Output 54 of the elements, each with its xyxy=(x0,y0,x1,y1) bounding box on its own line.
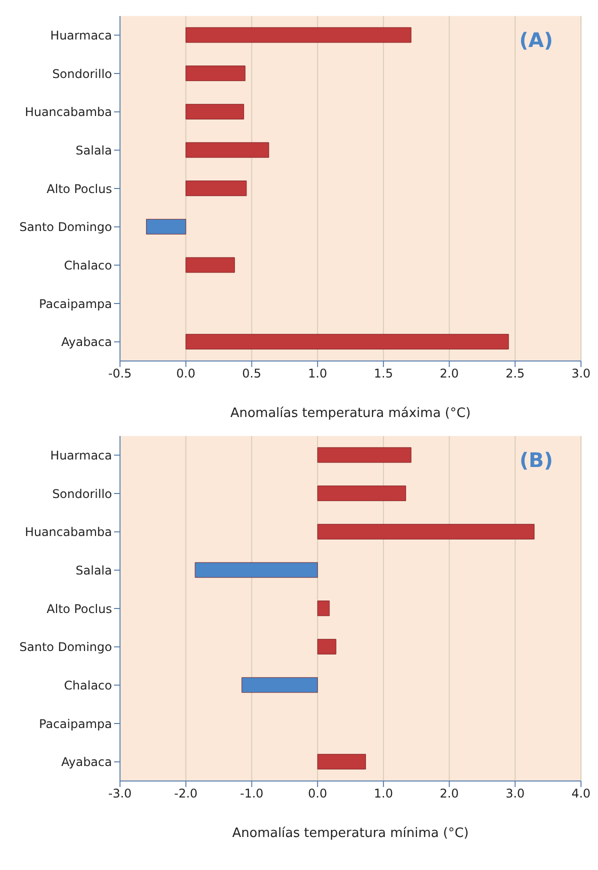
y-tick-label: Santo Domingo xyxy=(19,640,112,654)
bar xyxy=(194,562,318,578)
x-axis-title: Anomalías temperatura mínima (°C) xyxy=(232,826,469,842)
x-tick-label: 0.0 xyxy=(176,366,196,381)
y-tick-label: Alto Poclus xyxy=(46,602,112,616)
y-tick-label: Huarmaca xyxy=(50,28,112,42)
x-tick-label: 2.5 xyxy=(506,366,525,381)
x-tick-label: 2.0 xyxy=(440,366,459,381)
x-tick-label: 1.5 xyxy=(374,366,393,381)
annotation: (B) xyxy=(519,448,553,472)
bar xyxy=(317,638,336,654)
x-tick-label: 1.0 xyxy=(308,366,328,381)
y-tick-label: Salala xyxy=(76,143,112,158)
x-tick-label: -0.5 xyxy=(108,366,132,381)
x-tick-label: -1.0 xyxy=(240,786,264,801)
x-tick-label: 0.0 xyxy=(308,786,328,801)
bar xyxy=(242,677,318,693)
x-axis-title: Anomalías temperatura máxima (°C) xyxy=(230,406,471,422)
x-tick-label: 3.0 xyxy=(506,786,525,801)
bar xyxy=(317,524,534,540)
bar xyxy=(186,142,270,158)
bar xyxy=(186,27,412,43)
bar xyxy=(186,104,244,120)
y-tick-label: Huancabamba xyxy=(24,105,112,120)
x-tick-label: 2.0 xyxy=(440,786,459,801)
bar xyxy=(146,218,186,234)
x-tick-label: 3.0 xyxy=(571,366,591,381)
y-tick-label: Alto Poclus xyxy=(46,182,112,196)
annotation: (A) xyxy=(519,28,553,52)
y-tick-label: Pacaipampa xyxy=(39,296,112,311)
y-tick-label: Huancabamba xyxy=(24,525,112,540)
y-tick-label: Santo Domingo xyxy=(19,220,112,234)
x-tick-label: 1.0 xyxy=(374,786,393,801)
x-tick-label: -2.0 xyxy=(174,786,198,801)
bar xyxy=(317,486,406,502)
y-tick-label: Huarmaca xyxy=(50,448,112,462)
bar xyxy=(186,257,235,273)
x-tick-label: -3.0 xyxy=(108,786,132,801)
x-tick-label: 0.5 xyxy=(242,366,262,381)
bar xyxy=(317,447,412,463)
y-tick-label: Ayabaca xyxy=(61,755,112,770)
bar xyxy=(186,334,509,350)
y-tick-label: Pacaipampa xyxy=(39,716,112,731)
bar xyxy=(317,600,330,616)
y-tick-label: Sondorillo xyxy=(52,486,112,501)
bar xyxy=(317,754,366,770)
y-tick-label: Chalaco xyxy=(64,678,112,692)
y-tick-label: Ayabaca xyxy=(61,335,112,350)
y-tick-label: Sondorillo xyxy=(52,66,112,81)
x-tick-label: 4.0 xyxy=(571,786,591,801)
y-tick-label: Chalaco xyxy=(64,258,112,272)
bar xyxy=(186,180,247,196)
y-tick-label: Salala xyxy=(76,563,112,578)
bar xyxy=(186,66,246,82)
